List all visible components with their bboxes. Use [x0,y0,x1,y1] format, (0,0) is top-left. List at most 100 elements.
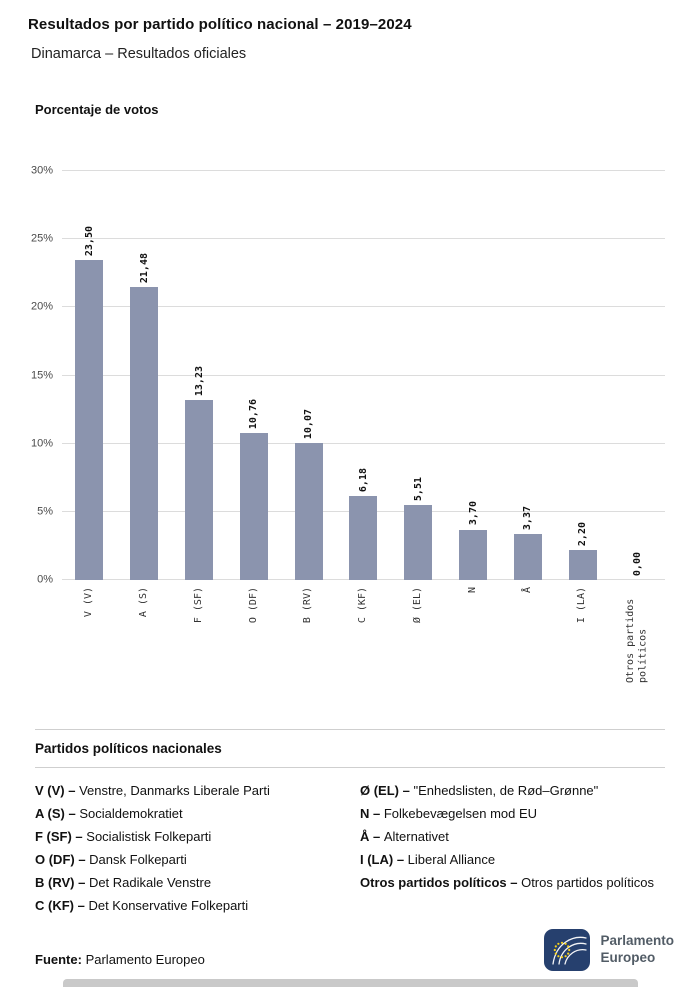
legend-item: B (RV) – Det Radikale Venstre [35,875,360,890]
x-axis-tick-label: O (DF) [247,587,259,624]
legend-item: O (DF) – Dansk Folkeparti [35,852,360,867]
x-slot: I (LA) [555,587,610,693]
x-axis-tick-label: A (S) [137,587,149,618]
bar[interactable] [130,287,159,580]
legend-item-name: "Enhedslisten, de Rød–Grønne" [413,783,599,798]
legend-item: Å – Alternativet [360,829,654,844]
legend-item-name: Alternativet [383,829,449,844]
bar-slot: 21,48 [117,171,172,580]
x-axis-tick-label: Ø (EL) [412,587,424,624]
x-axis-tick-label: B (RV) [302,587,314,624]
legend-item-abbr: N – [360,806,384,821]
bar[interactable] [75,259,104,580]
ep-logo-text-line1: Parlamento [600,933,674,949]
bar-slot: 2,20 [555,171,610,580]
gridline [62,238,665,240]
bar-slot: 23,50 [62,171,117,580]
bar-value-label: 13,23 [193,365,205,396]
divider [35,729,665,730]
legend-item-name: Det Konservative Folkeparti [88,898,249,913]
y-axis-tick-label: 20% [30,300,53,313]
legend-item-abbr: F (SF) – [35,829,87,844]
bar-value-label: 5,51 [412,476,424,501]
x-axis-tick-label: V (V) [83,587,95,618]
bar[interactable] [349,495,378,580]
bar-value-label: 2,20 [577,521,589,547]
bar-value-label: 10,76 [248,399,260,430]
bar-value-label: 0,00 [632,551,644,576]
legend-item: V (V) – Venstre, Danmarks Liberale Parti [35,783,360,798]
bar-value-label: 21,48 [138,253,150,284]
x-axis-tick-label: N [466,587,478,594]
source-value: Parlamento Europeo [85,952,205,967]
legend-column: Ø (EL) – "Enhedslisten, de Rød–Grønne" N … [360,783,654,913]
x-slot: A (S) [117,587,172,693]
divider [35,767,665,768]
bar-slot: 3,70 [446,171,501,580]
x-axis-tick-label: C (KF) [357,587,369,624]
legend-item-abbr: B (RV) – [35,875,89,890]
y-axis-tick-label: 5% [37,505,53,518]
legend-item: N – Folkebevægelsen mod EU [360,806,654,821]
legend-item-abbr: A (S) – [35,806,80,821]
x-slot: V (V) [62,587,117,693]
x-axis: V (V) A (S) F (SF) O (DF) B (RV) C (KF) Ø (EL)… [62,587,665,693]
legend-item-abbr: V (V) – [35,783,80,798]
bar-value-label: 23,50 [83,225,95,256]
legend-item: Otros partidos políticos – Otros partido… [360,875,654,890]
y-axis-tick-label: 0% [37,573,53,586]
legend-item: A (S) – Socialdemokratiet [35,806,360,821]
bar[interactable] [239,433,268,580]
x-slot: Å [501,587,556,693]
bar-slot: 5,51 [391,171,446,580]
ep-logo-text-line2: Europeo [600,950,656,965]
bar[interactable] [185,399,214,580]
bar-value-label: 10,07 [303,408,315,439]
bar[interactable] [404,504,433,580]
legend-item: Ø (EL) – "Enhedslisten, de Rød–Grønne" [360,783,654,798]
legend-item-abbr: Otros partidos políticos – [360,875,522,890]
x-axis-tick-label: F (SF) [192,587,204,624]
gridline [62,306,665,308]
x-axis-tick-label: Otros partidos políticos [625,598,649,683]
legend-item: I (LA) – Liberal Alliance [360,852,654,867]
x-slot: Ø (EL) [391,587,446,693]
bar[interactable] [568,550,597,580]
legend-item: C (KF) – Det Konservative Folkeparti [35,898,360,913]
legend-item: F (SF) – Socialistisk Folkeparti [35,829,360,844]
page-subtitle: Dinamarca – Resultados oficiales [31,46,247,62]
legend-item-name: Socialistisk Folkeparti [86,829,212,844]
ep-logo-mark-icon [544,929,591,971]
ep-logo-text: Parlamento Europeo [600,933,674,967]
bar-slot: 6,18 [336,171,391,580]
bar[interactable] [513,534,542,580]
gridline [62,374,665,376]
bar[interactable] [294,442,323,580]
chart-title: Porcentaje de votos [35,102,159,117]
source-label: Fuente: [35,952,82,967]
gridline [62,442,665,444]
bar[interactable] [459,529,488,580]
bar-value-label: 3,37 [522,505,534,531]
x-axis-tick-label: I (LA) [576,587,588,624]
page-title: Resultados por partido político nacional… [28,16,412,33]
x-slot: C (KF) [336,587,391,693]
horizontal-scrollbar[interactable] [63,979,638,987]
legend-column: V (V) – Venstre, Danmarks Liberale Parti… [35,783,360,913]
bar-slot: 0,00 [610,171,665,580]
x-axis-tick-label: Å [521,587,533,594]
x-slot: B (RV) [281,587,336,693]
legend-item-name: Venstre, Danmarks Liberale Parti [79,783,270,798]
x-slot: N [446,587,501,693]
gridline [62,170,665,171]
party-legend-section: Partidos políticos nacionales V (V) – Ve… [35,729,665,913]
legend-item-abbr: Ø (EL) – [360,783,414,798]
legend-item-name: Folkebevægelsen mod EU [383,806,538,821]
european-parliament-logo: Parlamento Europeo [544,929,674,971]
y-axis-tick-label: 15% [30,369,53,381]
legend-item-abbr: I (LA) – [360,852,408,867]
legend-columns: V (V) – Venstre, Danmarks Liberale Parti… [35,783,665,913]
x-slot: Otros partidos políticos [610,587,665,693]
legend-item-abbr: Å – [360,829,384,844]
